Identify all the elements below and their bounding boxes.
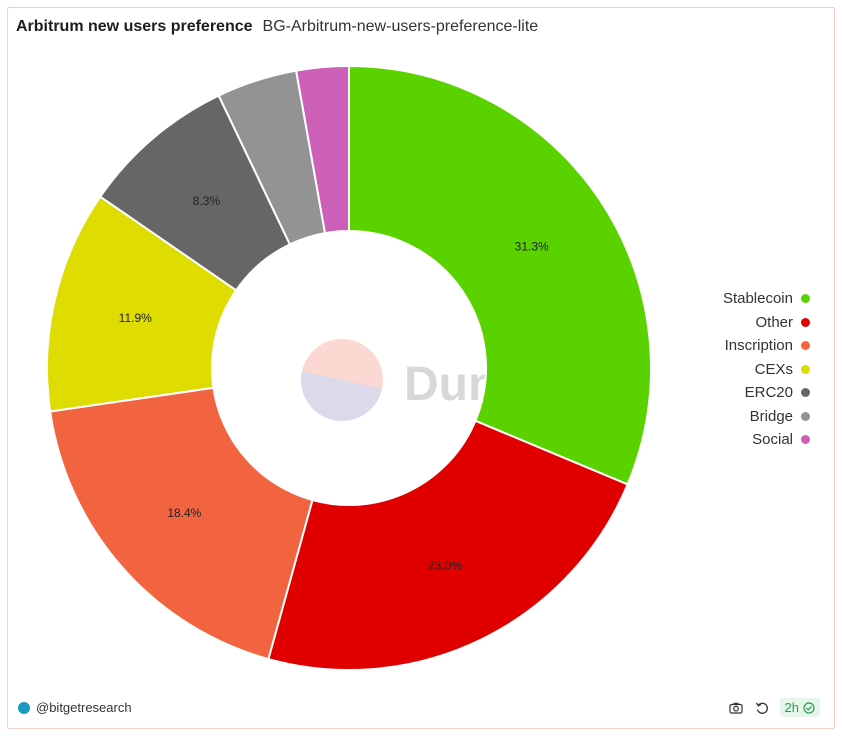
camera-icon[interactable] bbox=[728, 700, 744, 716]
slice-inscription[interactable] bbox=[49, 386, 314, 661]
legend-swatch bbox=[801, 388, 810, 398]
legend-item-cexs[interactable]: CEXs bbox=[755, 361, 810, 379]
avatar bbox=[18, 701, 30, 714]
donut-chart: Dune 31.3%23.0%18.4%11.9%8.3% bbox=[46, 64, 652, 671]
slice-social[interactable] bbox=[294, 64, 350, 235]
legend-swatch bbox=[801, 435, 810, 445]
slice-label-erc20: 8.3% bbox=[193, 194, 221, 208]
legend-label: Other bbox=[755, 313, 793, 331]
refresh-age: 2h bbox=[784, 700, 799, 715]
legend-item-erc20[interactable]: ERC20 bbox=[745, 384, 810, 402]
footer-actions: 2h bbox=[728, 698, 820, 717]
slice-stablecoin[interactable] bbox=[348, 64, 652, 486]
legend-swatch bbox=[801, 294, 810, 304]
legend-item-bridge[interactable]: Bridge bbox=[750, 408, 810, 426]
legend-swatch bbox=[801, 317, 810, 327]
legend-label: Social bbox=[752, 431, 793, 449]
legend-label: Inscription bbox=[724, 337, 793, 355]
legend-label: ERC20 bbox=[744, 384, 793, 402]
chart-legend: Stablecoin Other Inscription CEXs ERC20 Bridg… bbox=[723, 290, 810, 449]
legend-item-stablecoin[interactable]: Stablecoin bbox=[723, 290, 810, 308]
slice-label-cexs: 11.9% bbox=[119, 311, 152, 325]
legend-label: CEXs bbox=[754, 360, 793, 378]
author-credit[interactable]: @bitgetresearch bbox=[18, 700, 132, 715]
slice-label-other: 23.0% bbox=[428, 558, 462, 572]
legend-label: Stablecoin bbox=[722, 290, 793, 308]
author-handle: @bitgetresearch bbox=[36, 700, 132, 715]
legend-item-other[interactable]: Other bbox=[755, 314, 810, 332]
chart-card: Arbitrum new users preference BG-Arbitru… bbox=[7, 7, 835, 729]
chart-title: Arbitrum new users preference bbox=[16, 18, 253, 35]
slice-label-inscription: 18.4% bbox=[167, 506, 201, 520]
slice-cexs[interactable] bbox=[46, 195, 238, 413]
slice-label-stablecoin: 31.3% bbox=[515, 239, 549, 253]
legend-swatch bbox=[801, 341, 810, 351]
legend-label: Bridge bbox=[749, 407, 793, 425]
legend-item-inscription[interactable]: Inscription bbox=[725, 337, 810, 355]
check-circle-icon bbox=[803, 701, 815, 714]
legend-swatch bbox=[801, 364, 810, 374]
refresh-icon[interactable] bbox=[754, 700, 770, 716]
legend-swatch bbox=[801, 411, 810, 421]
refresh-status-badge[interactable]: 2h bbox=[779, 698, 820, 717]
query-name[interactable]: BG-Arbitrum-new-users-preference-lite bbox=[262, 18, 539, 35]
dune-logo-lower bbox=[301, 371, 383, 421]
legend-item-social[interactable]: Social bbox=[752, 431, 810, 449]
slice-other[interactable] bbox=[267, 419, 629, 671]
chart-header: Arbitrum new users preference BG-Arbitru… bbox=[16, 18, 538, 36]
